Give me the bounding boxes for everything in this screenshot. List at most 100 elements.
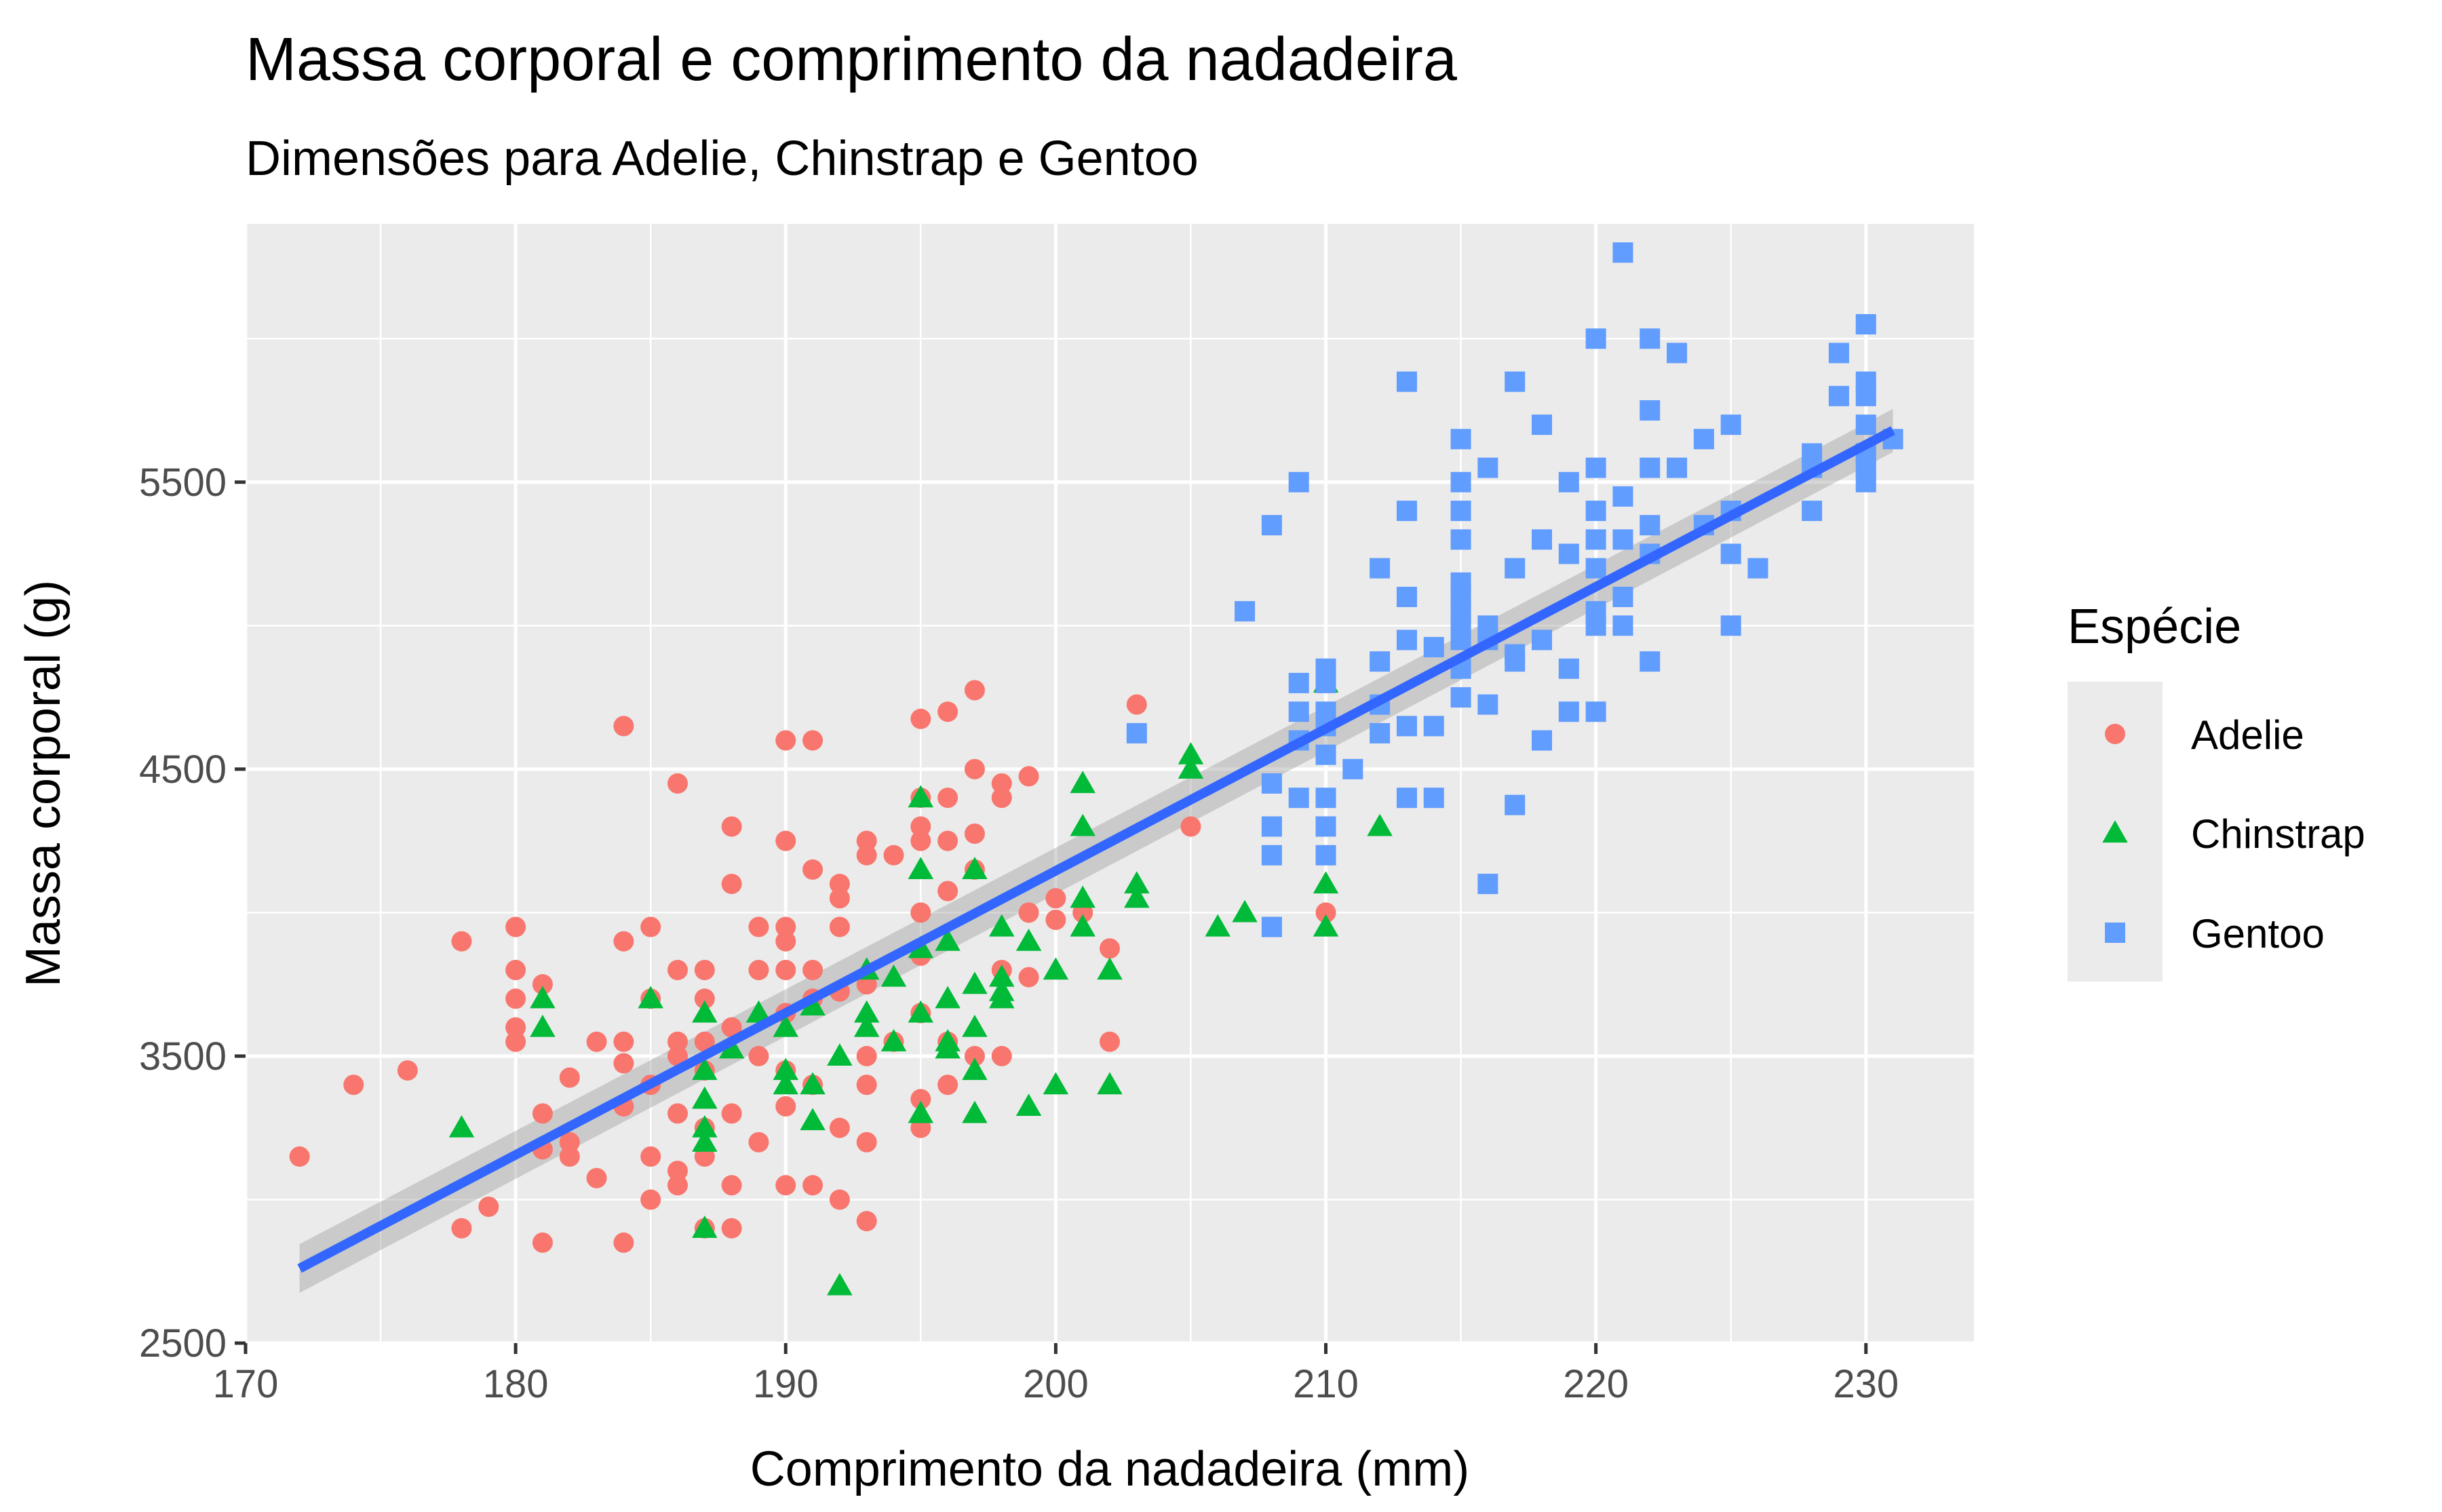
data-point — [1342, 758, 1363, 779]
data-point — [586, 1167, 607, 1188]
data-point — [775, 916, 796, 937]
data-point — [505, 1031, 526, 1052]
data-point — [613, 716, 634, 737]
data-point — [1450, 687, 1471, 708]
data-point — [1043, 957, 1069, 980]
data-point — [1532, 629, 1552, 651]
x-tick-label: 220 — [1563, 1362, 1629, 1406]
data-point — [1693, 429, 1714, 450]
legend-items: Adelie Chinstrap Gentoo — [2102, 712, 2365, 956]
legend-item-chinstrap: Chinstrap — [2102, 811, 2365, 857]
y-tick-label: 2500 — [139, 1321, 227, 1365]
data-point — [1045, 888, 1066, 909]
data-point — [1747, 558, 1768, 579]
data-point — [802, 1175, 823, 1196]
data-point — [910, 816, 931, 837]
data-point — [1667, 457, 1688, 478]
data-point — [1558, 658, 1579, 679]
data-point — [1505, 371, 1526, 392]
data-point — [1423, 716, 1444, 737]
data-point — [853, 1014, 880, 1037]
data-point — [1505, 558, 1526, 579]
data-point — [1018, 967, 1039, 988]
data-point — [935, 1036, 961, 1059]
data-point — [1370, 722, 1391, 743]
data-point — [829, 888, 850, 909]
legend-item-adelie: Adelie — [2105, 712, 2304, 758]
data-point — [1396, 371, 1417, 392]
data-point — [667, 1175, 688, 1196]
data-point — [1315, 744, 1336, 765]
data-point — [935, 986, 961, 1009]
data-point — [1450, 501, 1471, 522]
y-tick-label: 4500 — [139, 748, 227, 792]
data-point — [1288, 672, 1309, 693]
data-point — [559, 1146, 580, 1167]
data-point — [1124, 885, 1150, 908]
data-point — [829, 1189, 850, 1210]
data-point — [1315, 816, 1336, 837]
legend-key — [2105, 724, 2125, 744]
data-point — [937, 788, 958, 809]
data-point — [775, 730, 796, 751]
data-point — [1532, 529, 1552, 550]
data-point — [1313, 914, 1339, 937]
data-point — [532, 1103, 553, 1124]
data-point — [1100, 1031, 1120, 1052]
data-point — [800, 993, 826, 1015]
data-point — [910, 830, 931, 851]
data-point — [937, 830, 958, 851]
data-point — [505, 988, 526, 1009]
data-point — [451, 1218, 472, 1239]
data-point — [991, 1045, 1012, 1066]
y-tick-label: 5500 — [139, 461, 227, 505]
data-point — [478, 1197, 499, 1218]
data-point — [1532, 730, 1552, 751]
data-point — [880, 1029, 907, 1051]
data-point — [1015, 928, 1042, 951]
data-point — [880, 964, 907, 987]
legend: Espécie Adelie Chinstrap Gentoo — [2068, 600, 2365, 982]
x-tick-label: 230 — [1833, 1362, 1899, 1406]
data-point — [989, 986, 1015, 1009]
data-point — [883, 845, 904, 866]
chart-title: Massa corporal e comprimento da nadadeir… — [246, 26, 1458, 94]
data-point — [1288, 471, 1309, 492]
data-point — [1477, 874, 1498, 895]
data-point — [1612, 587, 1633, 607]
data-point — [935, 928, 961, 951]
data-point — [802, 730, 823, 751]
data-point — [773, 1014, 798, 1037]
data-point — [613, 931, 634, 952]
data-point — [775, 1175, 796, 1196]
data-point — [1232, 899, 1258, 923]
data-point — [1070, 885, 1096, 908]
data-point — [692, 1086, 718, 1109]
data-point — [1667, 343, 1688, 364]
data-point — [1585, 558, 1606, 579]
data-point — [1585, 701, 1606, 722]
data-point — [910, 902, 931, 923]
data-point — [1855, 414, 1876, 435]
data-point — [667, 1031, 688, 1052]
data-point — [1313, 871, 1339, 894]
data-point — [613, 1232, 634, 1253]
y-axis-label: Massa corporal (g) — [16, 580, 71, 987]
data-point — [962, 1058, 988, 1081]
data-point — [1585, 328, 1606, 349]
grid-major — [244, 224, 1974, 1345]
data-point — [1261, 816, 1282, 837]
data-point — [1640, 328, 1661, 349]
data-point — [1126, 694, 1147, 715]
x-tick-label: 170 — [213, 1362, 279, 1406]
data-point — [1612, 615, 1633, 636]
data-point — [289, 1146, 310, 1167]
data-point — [1288, 788, 1309, 809]
data-point — [1396, 587, 1417, 607]
data-point — [1396, 716, 1417, 737]
data-point — [640, 916, 661, 937]
data-point — [1070, 914, 1096, 937]
data-point — [910, 1089, 931, 1110]
data-point — [856, 1074, 877, 1096]
